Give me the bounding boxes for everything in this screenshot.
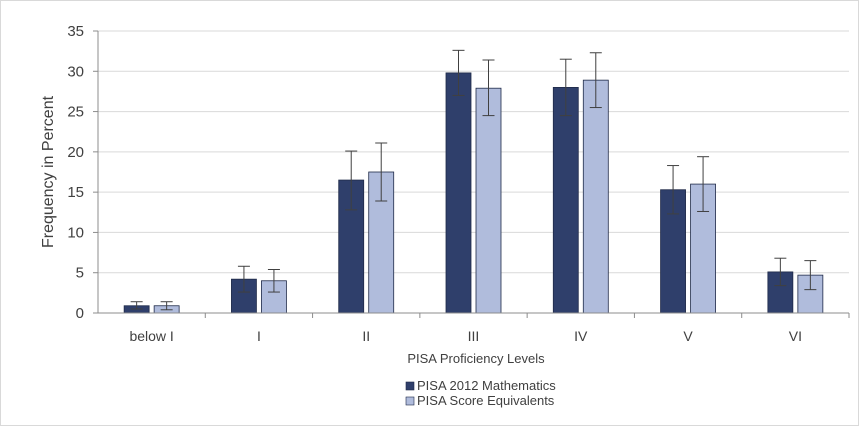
- x-tick-labels: below I I II III IV V VI: [129, 313, 850, 344]
- y-axis-title: Frequency in Percent: [40, 95, 57, 248]
- legend-label: PISA Score Equivalents: [417, 393, 555, 408]
- x-tick-label: II: [362, 328, 370, 344]
- y-tick-label: 25: [67, 104, 84, 121]
- y-tick-label: 5: [76, 265, 84, 282]
- y-tick-labels: 0 5 10 15 20 25 30 35: [67, 23, 98, 322]
- y-tick-label: 35: [67, 23, 84, 40]
- bars: [123, 72, 824, 314]
- x-tick-label: I: [257, 328, 261, 344]
- error-bars: [130, 49, 817, 311]
- x-tick-label: III: [468, 328, 480, 344]
- bar: [445, 72, 472, 314]
- x-tick-label: VI: [789, 328, 802, 344]
- x-tick-label: below I: [129, 328, 173, 344]
- legend-label: PISA 2012 Mathematics: [417, 378, 556, 393]
- bar: [552, 87, 579, 314]
- y-tick-label: 30: [67, 63, 84, 80]
- y-tick-label: 15: [67, 184, 84, 201]
- x-tick-label: IV: [574, 328, 588, 344]
- legend-swatch: [405, 381, 415, 391]
- x-axis-title: PISA Proficiency Levels: [407, 351, 545, 366]
- y-tick-label: 10: [67, 224, 84, 241]
- bar: [475, 87, 502, 314]
- y-tick-label: 20: [67, 144, 84, 161]
- gridlines: [98, 30, 849, 274]
- bar: [582, 79, 609, 314]
- legend-swatch: [405, 396, 415, 406]
- y-tick-label: 0: [76, 305, 84, 322]
- x-tick-label: V: [683, 328, 693, 344]
